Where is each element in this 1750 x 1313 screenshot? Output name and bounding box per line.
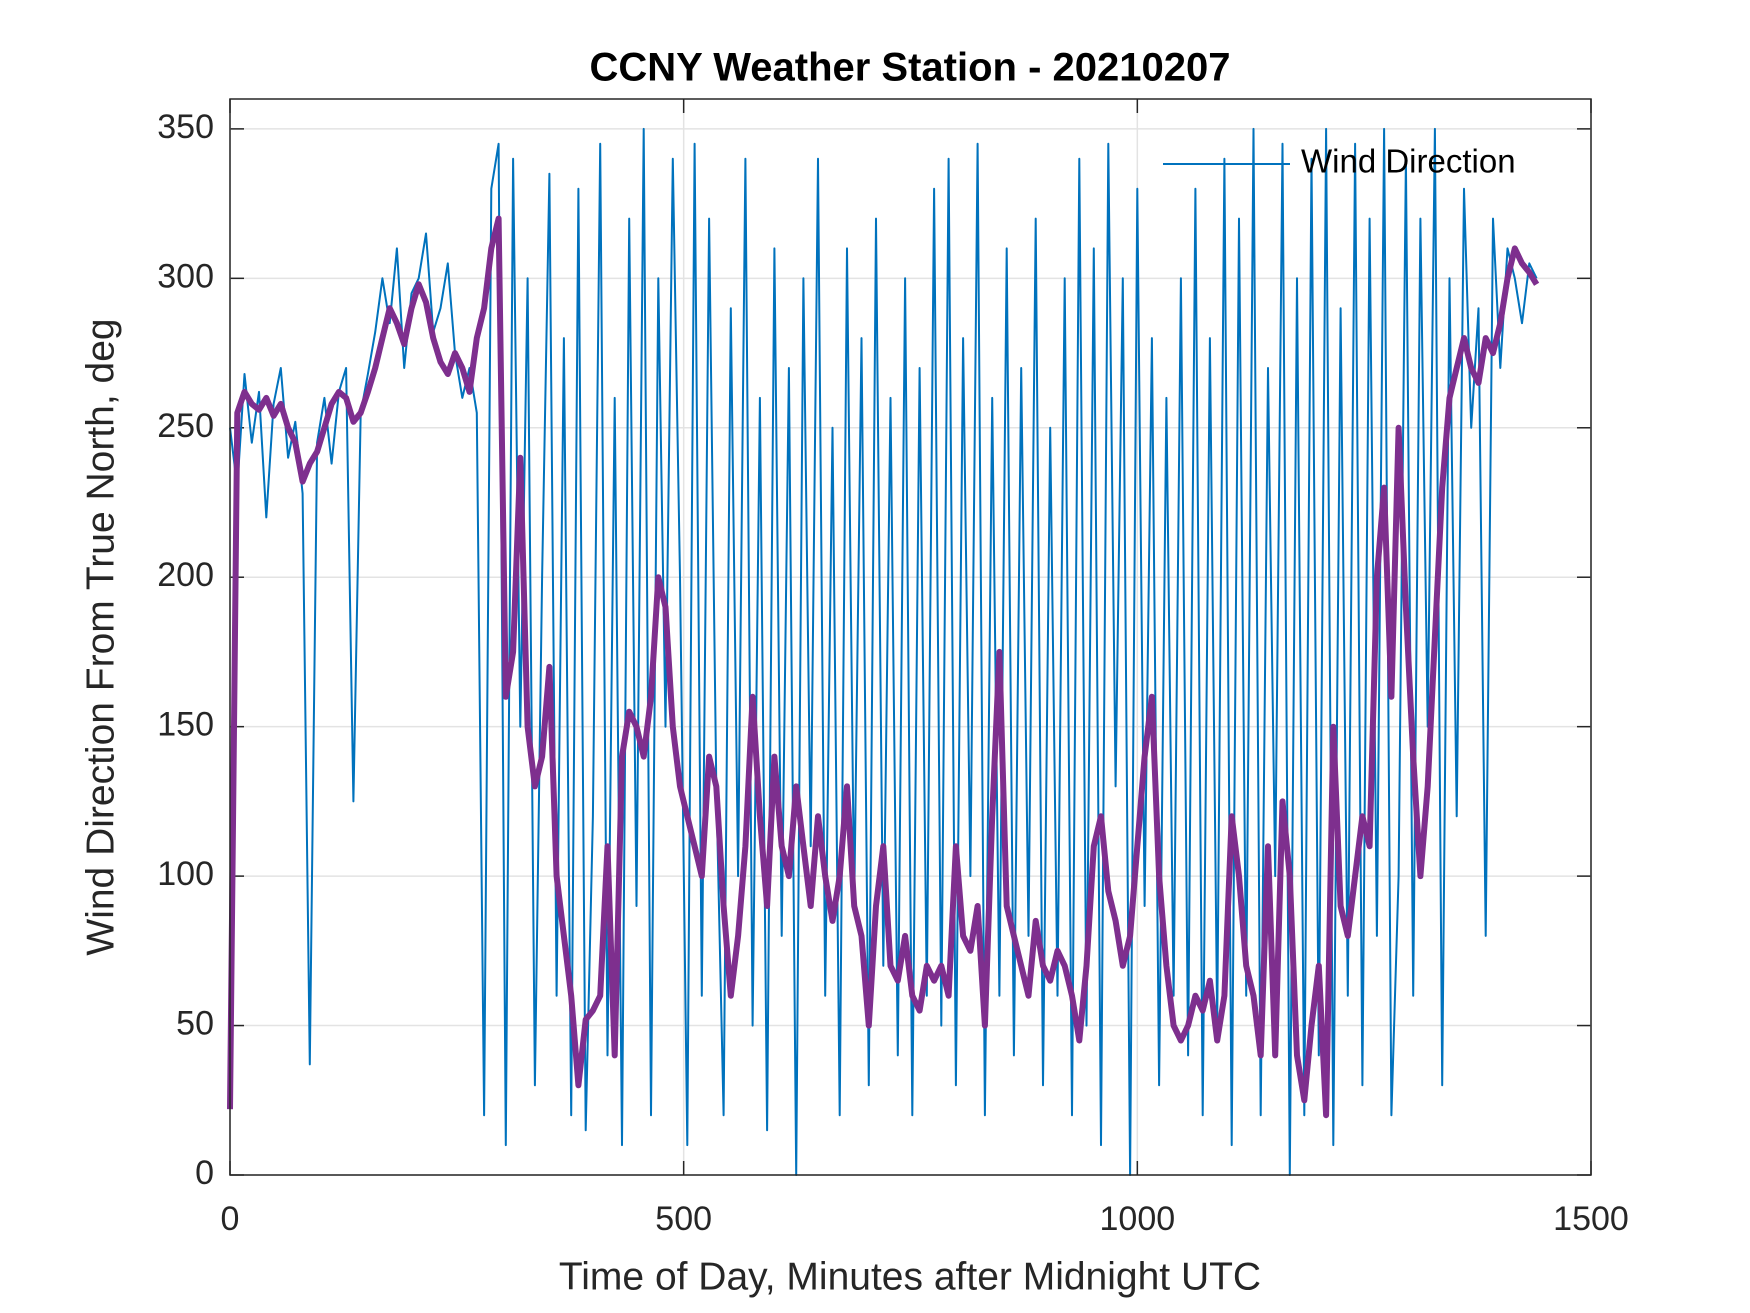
y-axis-label: Wind Direction From True North, deg	[79, 318, 122, 955]
y-tick-label: 350	[157, 108, 214, 146]
y-tick-label: 200	[157, 556, 214, 594]
y-tick-label: 100	[157, 855, 214, 893]
y-tick-label: 50	[176, 1005, 214, 1043]
series-line	[227, 215, 1540, 1119]
axes-box	[229, 98, 1592, 1176]
series-line	[229, 127, 1538, 1176]
chart-title: CCNY Weather Station - 20210207	[590, 46, 1231, 90]
y-tick-label: 0	[195, 1154, 214, 1192]
y-tick-label: 250	[157, 407, 214, 445]
y-tick-label: 300	[157, 257, 214, 295]
x-tick-label: 1500	[1553, 1200, 1629, 1238]
x-tick-label: 500	[655, 1200, 712, 1238]
y-tick-label: 150	[157, 706, 214, 744]
legend-label: Wind Direction	[1301, 143, 1516, 180]
x-tick-label: 0	[221, 1200, 240, 1238]
x-axis-label: Time of Day, Minutes after Midnight UTC	[559, 1255, 1261, 1298]
x-tick-label: 1000	[1100, 1200, 1176, 1238]
